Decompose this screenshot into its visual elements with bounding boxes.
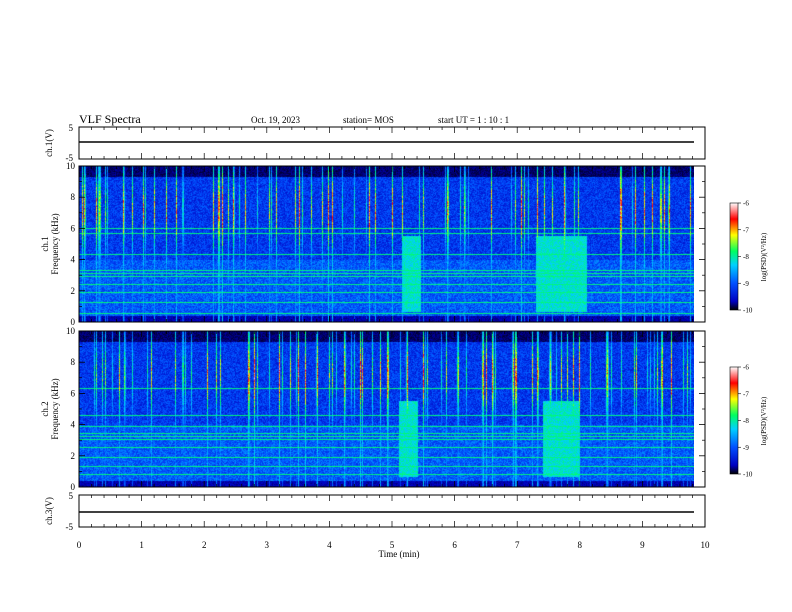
colorbar-tick-label: -9: [743, 444, 749, 452]
ch1-waveform-panel: 5 -5 ch.1(V): [44, 123, 706, 163]
ch2-spec-ylabel-freq: Frequency (kHz): [50, 378, 60, 439]
colorbar-tick-label: -10: [743, 471, 753, 479]
freq-tick-label: 10: [66, 326, 76, 336]
colorbar-tick-label: -8: [743, 417, 749, 425]
colorbar-tick-label: -7: [743, 390, 749, 398]
ch1-ytick-bottom: -5: [66, 153, 74, 163]
ch1-colorbar-gradient: [729, 202, 739, 311]
ch2-colorbar-label: log(PSD)(V²/Hz): [760, 396, 768, 445]
freq-tick-label: 8: [71, 357, 76, 367]
time-tick-label: 5: [390, 540, 395, 550]
ch3-waveform-ylabel: ch.3(V): [44, 497, 54, 525]
time-tick-label: 6: [452, 540, 457, 550]
ch1-spectrogram-pixels: [79, 166, 694, 322]
date-label: Oct. 19, 2023: [251, 115, 300, 125]
freq-tick-label: 2: [71, 286, 76, 296]
freq-tick-label: 10: [66, 161, 76, 171]
ch3-ytick-top: 5: [69, 491, 74, 501]
colorbar-tick-label: -6: [743, 364, 749, 372]
freq-tick-label: 6: [71, 223, 76, 233]
freq-tick-label: 0: [71, 482, 76, 492]
time-tick-label: 10: [701, 540, 711, 550]
ch1-waveform-ylabel: ch.1(V): [44, 129, 54, 157]
ch1-colorbar: -6 -7 -8 -9 -10 log(PSD)(V²/Hz): [729, 200, 768, 315]
time-ticks: [78, 127, 706, 527]
ch2-spec-ylabel-ch: ch.2: [40, 401, 50, 416]
station-label: station= MOS: [343, 115, 394, 125]
ch1-ytick-top: 5: [69, 123, 74, 133]
ch1-colorbar-label: log(PSD)(V²/Hz): [760, 232, 768, 281]
ch2-colorbar-gradient: [729, 366, 739, 475]
ch1-spec-ylabel-freq: Frequency (kHz): [50, 213, 60, 274]
colorbar-tick-label: -10: [743, 307, 753, 315]
freq-tick-label: 4: [71, 255, 76, 265]
colorbar-tick-label: -7: [743, 226, 749, 234]
time-tick-label: 9: [640, 540, 645, 550]
colorbar-tick-label: -6: [743, 200, 749, 208]
ch2-colorbar: -6 -7 -8 -9 -10 log(PSD)(V²/Hz): [729, 364, 768, 479]
freq-tick-label: 2: [71, 451, 76, 461]
ch3-ytick-bottom: -5: [66, 522, 74, 532]
ch1-freq-ticks: 0 2 4 6 8 10: [66, 161, 705, 327]
time-tick-label: 2: [202, 540, 207, 550]
freq-tick-label: 4: [71, 420, 76, 430]
ch2-spectrogram-pixels: [79, 331, 694, 487]
freq-tick-label: 6: [71, 388, 76, 398]
ch3-waveform-panel: 5 -5 ch.3(V): [44, 491, 706, 532]
colorbar-tick-label: -9: [743, 280, 749, 288]
freq-tick-label: 8: [71, 192, 76, 202]
ch1-colorbar-ticks: -6 -7 -8 -9 -10: [738, 200, 753, 315]
ch1-spec-ylabel-ch: ch.1: [40, 236, 50, 251]
time-tick-label: 8: [578, 540, 583, 550]
time-tick-label: 7: [515, 540, 520, 550]
ch1-spectrogram-image: [79, 166, 694, 322]
time-tick-label: 3: [265, 540, 270, 550]
figure-title: VLF Spectra: [79, 112, 141, 126]
start-ut-label: start UT = 1 : 10 : 1: [438, 115, 509, 125]
freq-tick-label: 0: [71, 317, 76, 327]
time-tick-label: 4: [327, 540, 332, 550]
colorbar-tick-label: -8: [743, 253, 749, 261]
ch2-spectrogram-image: [79, 331, 694, 487]
time-tick-labels: 0 1 2 3 4 5 6 7 8 9 10: [77, 540, 710, 550]
ch2-colorbar-ticks: -6 -7 -8 -9 -10: [738, 364, 753, 479]
time-tick-label: 0: [77, 540, 82, 550]
time-tick-label: 1: [139, 540, 144, 550]
time-axis-label: Time (min): [379, 549, 420, 559]
ch2-freq-ticks: 0 2 4 6 8 10: [66, 326, 705, 492]
